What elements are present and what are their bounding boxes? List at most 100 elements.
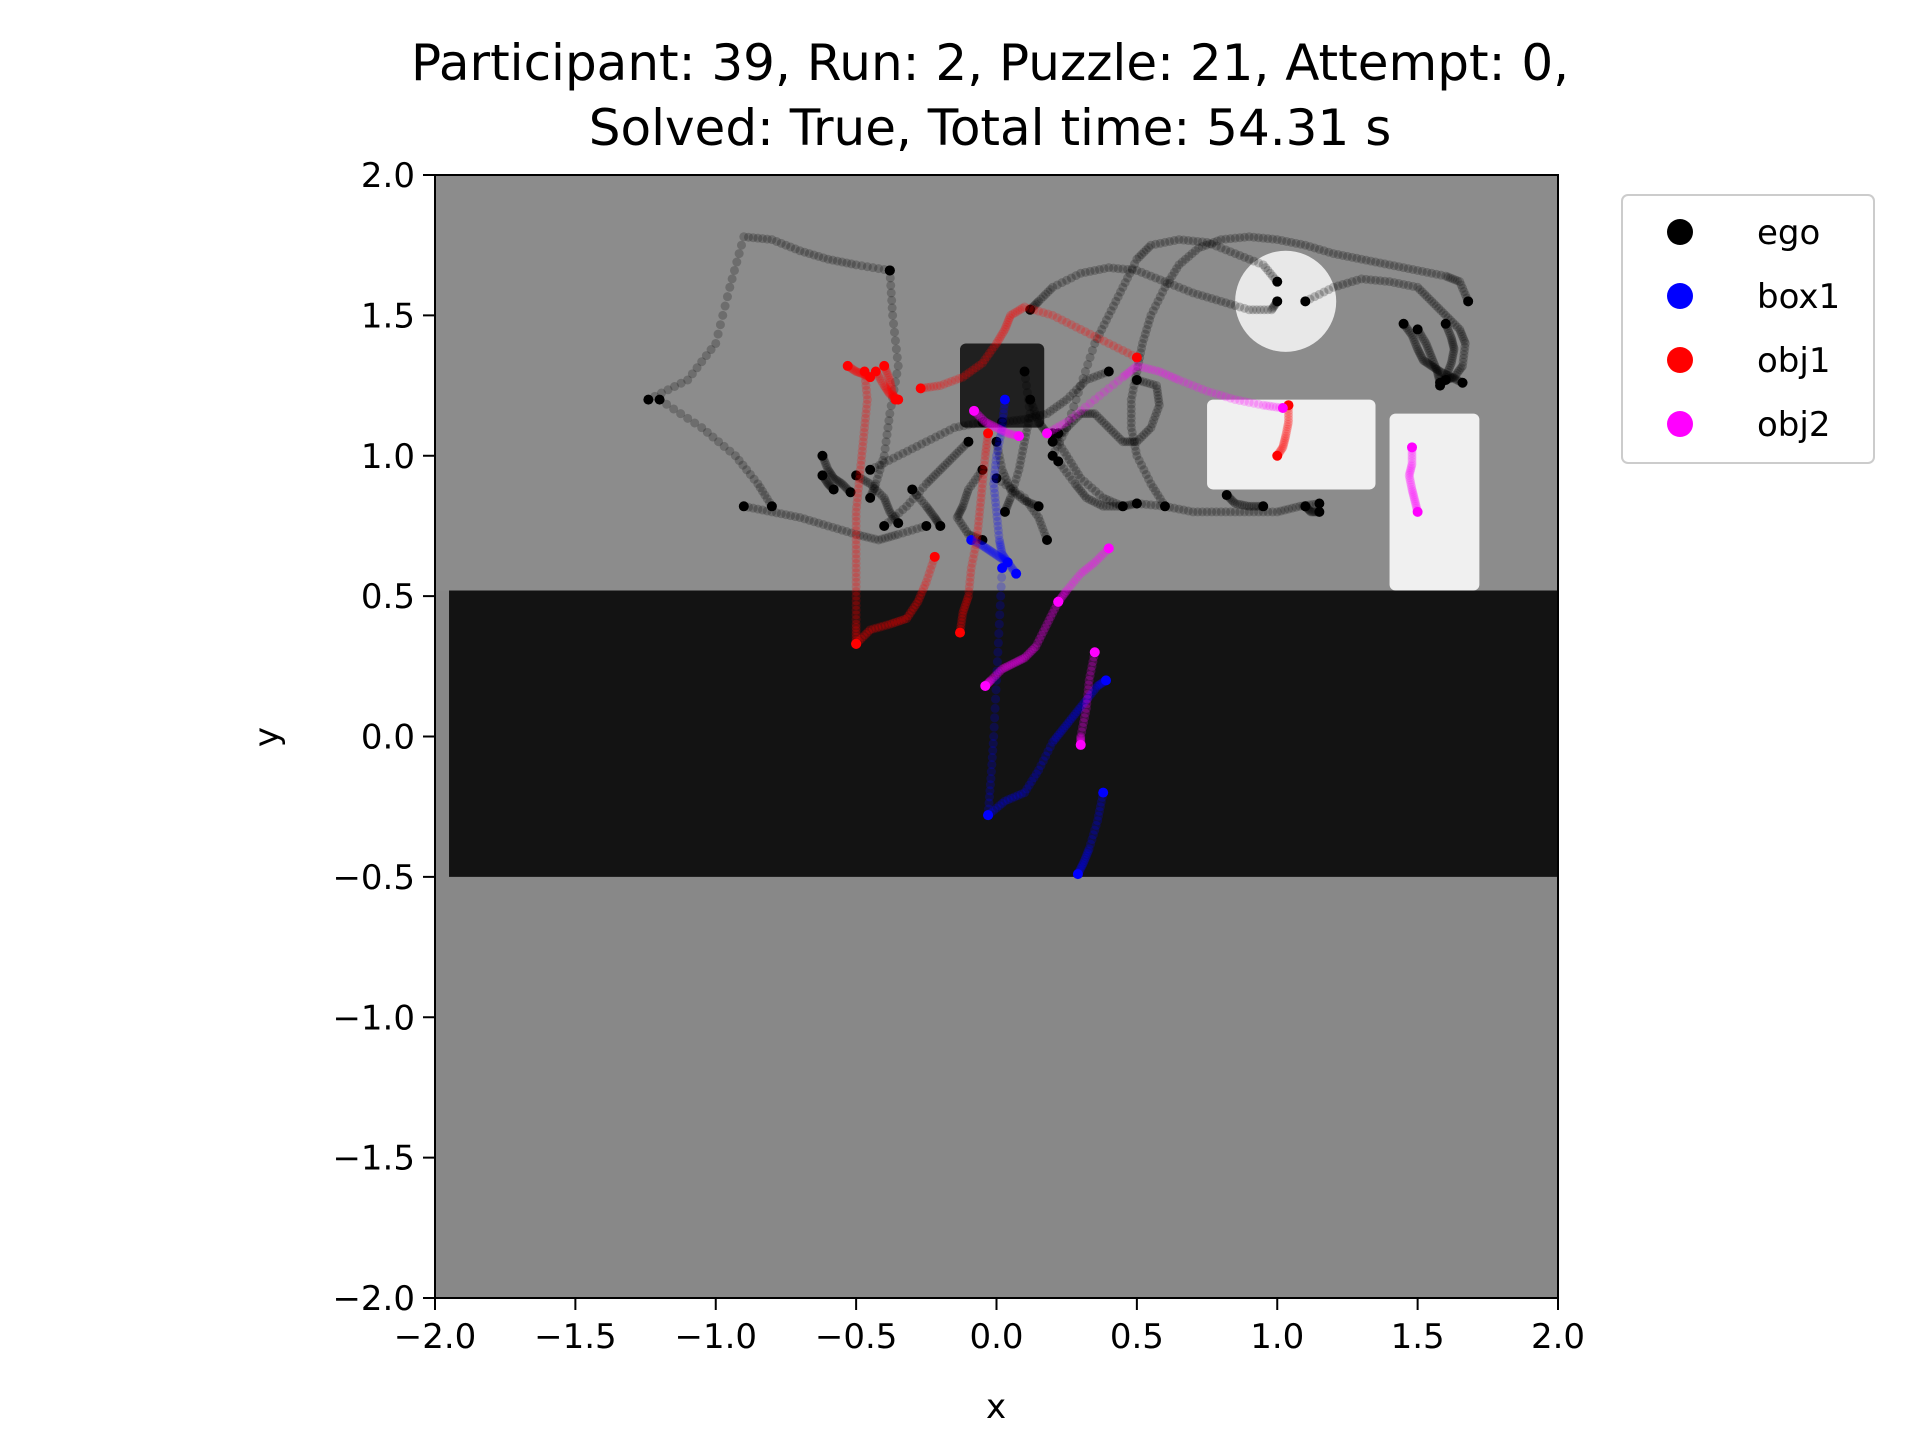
- ego-trail-point: [1127, 437, 1137, 447]
- obj2-trail-point: [1097, 550, 1107, 560]
- ego-trail-point: [1064, 420, 1074, 430]
- ego-trail-point: [1017, 494, 1027, 504]
- ego-trail-point: [837, 479, 847, 489]
- ego-trail-point: [1076, 409, 1086, 419]
- ego-trail-point: [1152, 408, 1162, 418]
- ego-trail-point: [1371, 257, 1381, 267]
- ego-trail-point: [1132, 451, 1142, 461]
- obj1-trail-point: [911, 600, 921, 610]
- ego-trail-point: [890, 511, 900, 521]
- obj1-trail-point: [979, 465, 989, 475]
- ego-trail-point: [1446, 358, 1456, 368]
- ego-trail-point: [1160, 277, 1170, 287]
- ego-trail-point: [1212, 236, 1222, 246]
- ego-trail-point: [940, 427, 950, 437]
- ego-trail-point: [1078, 409, 1088, 419]
- ego-trail-point: [1021, 427, 1031, 437]
- ego-trail-point: [758, 486, 768, 496]
- ego-trail-point: [1097, 324, 1107, 334]
- ego-trail-point: [954, 422, 964, 432]
- ego-trail-point: [880, 444, 890, 454]
- ego-trail-point: [1216, 243, 1226, 253]
- box1-trail-point: [1093, 816, 1103, 826]
- box1-trail-point: [1072, 707, 1082, 717]
- ego-trail-point: [1141, 427, 1151, 437]
- ego-trail-point: [729, 265, 739, 275]
- ego-trail-point: [1352, 275, 1362, 285]
- obj2-trail-point: [1123, 368, 1133, 378]
- ego-trail-point: [1413, 344, 1423, 354]
- obj1-trail-point: [1277, 444, 1287, 454]
- obj1-trail-point: [964, 367, 974, 377]
- ego-trail-point: [1080, 267, 1090, 277]
- x-tick-label: 0.0: [969, 1317, 1023, 1357]
- obj2-trail-point: [988, 673, 998, 683]
- ego-trail-point: [1101, 501, 1111, 511]
- ego-trail-point: [1427, 352, 1437, 362]
- ego-trail-point: [966, 481, 976, 491]
- ego-trail-point: [1202, 507, 1212, 517]
- obj2-trail-point: [1001, 427, 1011, 437]
- ego-trail-point: [1148, 483, 1158, 493]
- ego-trail-point: [842, 258, 852, 268]
- ego-trail-point: [1062, 395, 1072, 405]
- ego-trail-point: [1149, 415, 1159, 425]
- box1-trail-point: [986, 767, 996, 777]
- obj1-trail-point: [851, 568, 861, 578]
- obj1-trail-point: [975, 507, 985, 517]
- ego-trail-point: [1356, 274, 1366, 284]
- ego-trail-point: [1151, 301, 1161, 311]
- box1-trail-point: [992, 675, 1001, 685]
- ego-trail-point: [1093, 371, 1103, 381]
- ego-trail-point: [1016, 455, 1026, 465]
- ego-trail-point: [669, 404, 679, 414]
- obj1-trail-point: [929, 381, 939, 391]
- obj2-trail-point: [1407, 451, 1417, 461]
- ego-trail-point: [1259, 305, 1269, 315]
- ego-trail-point: [952, 513, 962, 523]
- obj1-trail-point: [1094, 334, 1104, 344]
- legend-marker-obj2: [1667, 411, 1693, 437]
- ego-trail-point: [1021, 381, 1031, 391]
- obj2-trail-point: [1179, 377, 1189, 387]
- ego-trail-point: [1062, 423, 1072, 433]
- box1-trail-point: [1089, 686, 1099, 696]
- ego-trail-point: [1431, 269, 1441, 279]
- ego-trail-point: [814, 251, 824, 261]
- ego-trail-point: [1254, 233, 1264, 243]
- obj1-trail-point: [1017, 303, 1027, 313]
- ego-trail-point: [1197, 242, 1207, 252]
- ego-trail-point: [1251, 501, 1261, 511]
- ego-trail-point: [1434, 366, 1444, 376]
- ego-trail-point: [1314, 244, 1324, 254]
- ego-trail-point: [781, 240, 791, 250]
- obj2-trail-point: [999, 663, 1009, 673]
- ego-trail-point: [1146, 271, 1156, 281]
- ego-point: [997, 417, 1008, 428]
- ego-trail-point: [1127, 427, 1137, 437]
- ego-trail-point: [1169, 236, 1179, 246]
- ego-trail-point: [1458, 361, 1468, 371]
- ego-point: [1440, 318, 1451, 329]
- ego-point: [999, 506, 1010, 517]
- ego-trail-point: [859, 531, 869, 541]
- ego-trail-point: [1008, 486, 1018, 496]
- ego-trail-point: [1459, 336, 1469, 346]
- ego-trail-point: [1385, 260, 1395, 270]
- ego-trail-point: [1007, 488, 1017, 498]
- obj1-trail-point: [943, 378, 953, 388]
- ego-trail-point: [1446, 333, 1456, 343]
- obj1-trail-point: [880, 382, 890, 392]
- obj1-trail-point: [882, 620, 892, 630]
- ego-trail-point: [1137, 460, 1147, 470]
- ego-trail-point: [1052, 436, 1062, 446]
- ego-trail-point: [902, 501, 912, 511]
- ego-trail-point: [997, 465, 1007, 475]
- obj1-trail-point: [885, 619, 895, 629]
- ego-trail-point: [1141, 469, 1151, 479]
- obj2-trail-point: [1407, 482, 1417, 492]
- ego-trail-point: [1450, 275, 1460, 285]
- ego-trail-point: [889, 319, 899, 329]
- ego-trail-point: [1031, 410, 1041, 420]
- ego-trail-point: [930, 513, 940, 523]
